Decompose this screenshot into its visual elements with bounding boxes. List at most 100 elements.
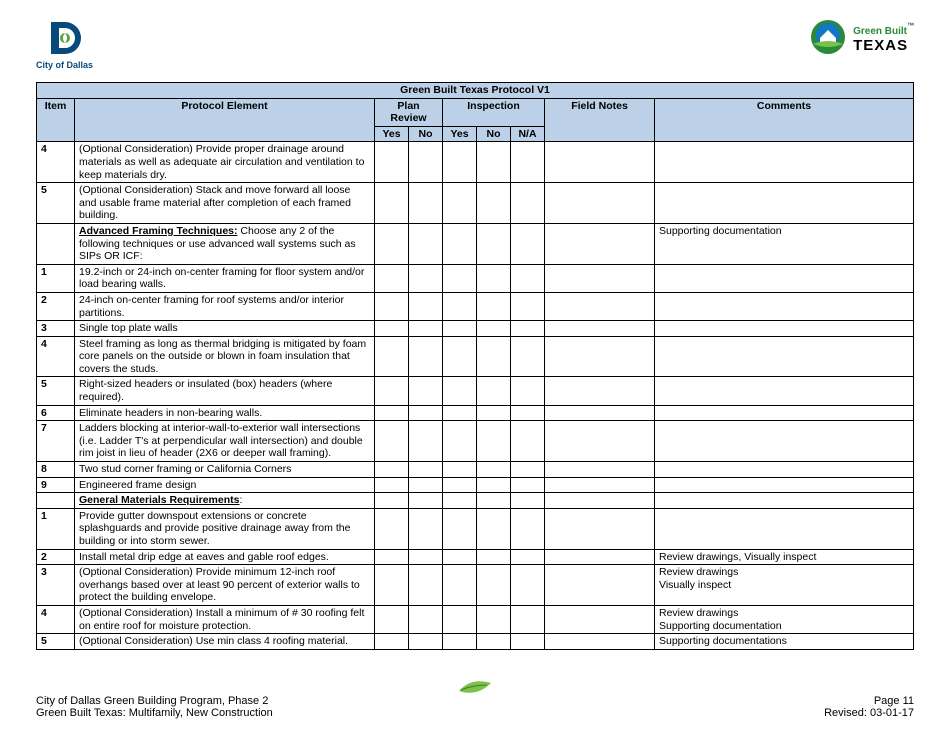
cell-comments: [655, 321, 914, 337]
cell-field-notes: [545, 142, 655, 183]
cell-element: Single top plate walls: [75, 321, 375, 337]
cell-field-notes: [545, 264, 655, 292]
cell-item: 8: [37, 462, 75, 478]
cell-item: 4: [37, 336, 75, 377]
table-title: Green Built Texas Protocol V1: [37, 83, 914, 99]
cell-check: [375, 405, 409, 421]
cell-check: [443, 477, 477, 493]
cell-item: 3: [37, 321, 75, 337]
cell-field-notes: [545, 336, 655, 377]
cell-element: (Optional Consideration) Provide minimum…: [75, 565, 375, 606]
cell-field-notes: [545, 405, 655, 421]
cell-check: [375, 321, 409, 337]
cell-check: [409, 549, 443, 565]
footer-left: City of Dallas Green Building Program, P…: [36, 695, 273, 719]
table-row: 3Single top plate walls: [37, 321, 914, 337]
cell-check: [443, 142, 477, 183]
cell-check: [477, 292, 511, 320]
table-row: 8Two stud corner framing or California C…: [37, 462, 914, 478]
col-in-no: No: [477, 126, 511, 142]
cell-check: [375, 142, 409, 183]
cell-check: [511, 264, 545, 292]
cell-comments: [655, 336, 914, 377]
cell-comments: [655, 405, 914, 421]
cell-check: [443, 292, 477, 320]
city-label: City of Dallas: [36, 60, 93, 70]
table-title-row: Green Built Texas Protocol V1: [37, 83, 914, 99]
cell-check: [443, 321, 477, 337]
cell-element: (Optional Consideration) Install a minim…: [75, 605, 375, 633]
cell-check: [409, 605, 443, 633]
cell-item: 5: [37, 377, 75, 405]
cell-check: [443, 508, 477, 549]
col-element: Protocol Element: [75, 98, 375, 142]
cell-item: 9: [37, 477, 75, 493]
cell-check: [443, 605, 477, 633]
cell-comments: Review drawings, Visually inspect: [655, 549, 914, 565]
col-field-notes: Field Notes: [545, 98, 655, 142]
table-row: 119.2-inch or 24-inch on-center framing …: [37, 264, 914, 292]
col-in-yes: Yes: [443, 126, 477, 142]
cell-check: [443, 336, 477, 377]
cell-check: [477, 605, 511, 633]
cell-element: (Optional Consideration) Use min class 4…: [75, 634, 375, 650]
table-row: 7Ladders blocking at interior-wall-to-ex…: [37, 421, 914, 462]
table-row: 6Eliminate headers in non-bearing walls.: [37, 405, 914, 421]
col-pr-no: No: [409, 126, 443, 142]
cell-element: (Optional Consideration) Stack and move …: [75, 183, 375, 224]
cell-item: 1: [37, 508, 75, 549]
cell-check: [477, 264, 511, 292]
cell-check: [477, 377, 511, 405]
cell-check: [409, 183, 443, 224]
cell-check: [511, 321, 545, 337]
cell-item: 7: [37, 421, 75, 462]
cell-check: [409, 142, 443, 183]
cell-check: [443, 183, 477, 224]
cell-element: (Optional Consideration) Provide proper …: [75, 142, 375, 183]
cell-check: [511, 421, 545, 462]
cell-check: [443, 264, 477, 292]
cell-check: [511, 565, 545, 606]
col-comments: Comments: [655, 98, 914, 142]
cell-check: [375, 183, 409, 224]
cell-field-notes: [545, 477, 655, 493]
cell-check: [409, 292, 443, 320]
cell-comments: [655, 142, 914, 183]
cell-check: [477, 421, 511, 462]
cell-check: [443, 377, 477, 405]
cell-check: [375, 565, 409, 606]
footer-line2: Green Built Texas: Multifamily, New Cons…: [36, 707, 273, 719]
cell-element: Ladders blocking at interior-wall-to-ext…: [75, 421, 375, 462]
cell-comments: [655, 493, 914, 509]
cell-check: [477, 321, 511, 337]
table-row: 5(Optional Consideration) Use min class …: [37, 634, 914, 650]
cell-field-notes: [545, 634, 655, 650]
cell-check: [511, 336, 545, 377]
cell-field-notes: [545, 493, 655, 509]
cell-comments: [655, 508, 914, 549]
cell-item: 1: [37, 264, 75, 292]
cell-check: [409, 477, 443, 493]
cell-check: [409, 462, 443, 478]
cell-check: [511, 493, 545, 509]
cell-check: [511, 223, 545, 264]
cell-check: [375, 634, 409, 650]
cell-field-notes: [545, 462, 655, 478]
cell-check: [443, 549, 477, 565]
protocol-table: Green Built Texas Protocol V1 Item Proto…: [36, 82, 914, 650]
cell-check: [477, 493, 511, 509]
cell-check: [375, 421, 409, 462]
cell-element: Engineered frame design: [75, 477, 375, 493]
cell-field-notes: [545, 377, 655, 405]
cell-check: [375, 223, 409, 264]
cell-check: [477, 477, 511, 493]
cell-check: [409, 223, 443, 264]
cell-field-notes: [545, 223, 655, 264]
cell-check: [375, 462, 409, 478]
cell-item: 2: [37, 292, 75, 320]
cell-element: Right-sized headers or insulated (box) h…: [75, 377, 375, 405]
page-footer: City of Dallas Green Building Program, P…: [36, 695, 914, 719]
cell-check: [375, 477, 409, 493]
cell-check: [409, 421, 443, 462]
cell-check: [477, 508, 511, 549]
